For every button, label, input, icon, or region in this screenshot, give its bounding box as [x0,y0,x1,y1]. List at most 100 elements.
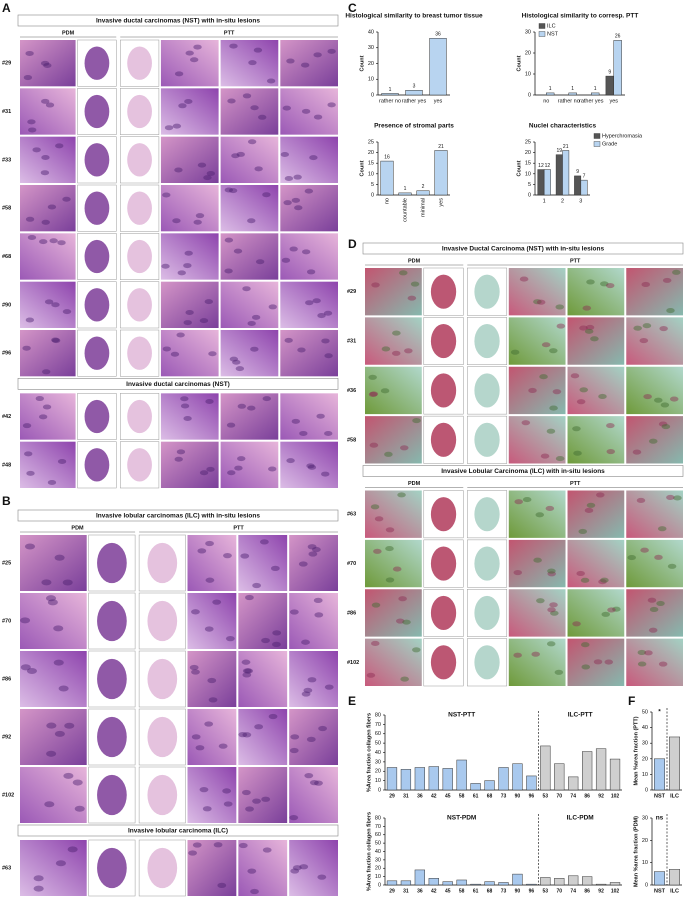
tissue-texture [369,442,379,448]
bar [609,758,621,791]
bar [429,38,447,96]
tissue-texture [199,786,209,793]
histology-image [20,330,76,377]
tissue-texture [400,445,409,451]
tissue-texture [161,263,170,269]
tissue-section [84,448,110,482]
tissue-texture [313,114,323,120]
bar [512,763,523,791]
tissue-texture [321,338,330,344]
tissue-texture [552,389,562,395]
section-title-box [17,509,339,522]
data-label: 3 [413,84,416,90]
tissue-texture [306,736,316,742]
case-label: #63 [2,865,11,871]
tissue-texture [185,50,194,56]
histology-image [626,366,683,415]
histology-image [508,416,566,464]
tissue-texture [366,672,376,678]
histology-image [289,767,338,823]
y-tick-label: 40 [368,29,374,35]
data-label: 21 [438,144,444,150]
tissue-section [84,46,110,80]
bar [386,880,398,886]
histology-image [508,268,566,316]
tissue-texture [53,659,64,666]
group-label: ILC-PTT [568,712,593,719]
tissue-texture [217,882,227,889]
tissue-texture [25,317,35,323]
tissue-texture [42,404,52,410]
tissue-texture [204,721,214,727]
tissue-section [97,716,127,758]
tissue-texture [291,418,300,424]
tissue-texture [576,399,586,405]
bar [456,759,467,791]
histology-image [280,393,338,440]
histology-image [508,638,566,686]
tissue-section [147,542,178,584]
tissue-texture [549,348,558,354]
x-tick-label: no [384,198,390,204]
tissue-texture [45,595,57,602]
tissue-texture [235,366,245,372]
tissue-texture [237,403,246,409]
tissue-texture [321,471,330,477]
tissue-texture [596,492,605,498]
tissue-texture [261,796,271,802]
tissue-texture [324,353,333,359]
y-tick-label: 25 [525,139,531,145]
tissue-texture [44,299,54,305]
y-tick-label: 30 [642,815,648,821]
bar [484,780,495,791]
bar [428,878,439,886]
y-tick-label: 80 [375,815,381,821]
bar [512,873,523,886]
histology-image [20,40,76,87]
tissue-texture [180,403,190,409]
tissue-texture [660,402,670,408]
legend-label: NST [547,31,559,37]
bar [669,736,680,791]
x-tick-label: rather no [558,98,580,104]
tissue-texture [174,456,183,462]
histology-image [508,366,566,415]
tissue-texture [412,418,421,424]
histology-image [365,589,422,637]
tissue-texture [522,497,532,503]
tissue-texture [395,618,405,624]
tissue-texture [533,557,542,563]
tissue-texture [368,374,377,380]
tissue-texture [669,396,679,402]
y-tick-label: 0 [645,882,648,888]
bar [470,883,481,886]
y-axis-label: Count [359,160,365,176]
case-label: #102 [2,792,14,798]
tissue-texture [513,570,523,576]
histology-image [289,593,338,649]
data-label: 1 [549,86,552,92]
tissue-texture [304,188,314,194]
x-tick-label: 42 [431,888,437,894]
tissue-texture [208,351,217,357]
tissue-texture [272,641,281,647]
tissue-texture [297,347,306,353]
tissue-texture [183,416,192,422]
tissue-texture [327,102,336,108]
tissue-section [127,336,152,370]
tissue-texture [262,396,271,402]
tissue-texture [572,621,581,627]
tissue-texture [237,456,246,462]
tissue-texture [223,801,233,807]
tissue-texture [57,240,66,246]
tissue-texture [226,422,236,428]
tissue-texture [190,57,199,63]
tissue-texture [539,374,548,380]
tissue-texture [580,577,590,583]
tissue-texture [514,499,523,505]
x-tick-label: 2 [561,198,564,204]
histology-image [160,185,219,232]
y-tick-label: 60 [375,832,381,838]
tissue-texture [232,359,241,365]
